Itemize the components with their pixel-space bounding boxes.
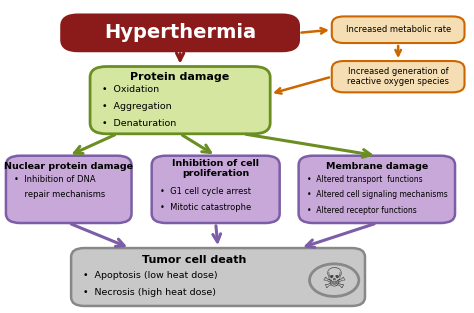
- FancyBboxPatch shape: [71, 248, 365, 306]
- Text: •  Altered transport  functions: • Altered transport functions: [307, 175, 423, 184]
- Text: Protein damage: Protein damage: [130, 72, 230, 81]
- FancyBboxPatch shape: [332, 17, 465, 43]
- FancyBboxPatch shape: [90, 67, 270, 134]
- FancyBboxPatch shape: [332, 61, 465, 92]
- Text: •  G1 cell cycle arrest: • G1 cell cycle arrest: [160, 187, 251, 196]
- Text: Inhibition of cell
proliferation: Inhibition of cell proliferation: [172, 159, 259, 178]
- Text: •  Apoptosis (low heat dose): • Apoptosis (low heat dose): [83, 271, 218, 280]
- Text: Membrane damage: Membrane damage: [326, 162, 428, 171]
- Text: repair mechanisms: repair mechanisms: [14, 190, 106, 199]
- FancyBboxPatch shape: [6, 156, 131, 223]
- Text: Hyperthermia: Hyperthermia: [104, 23, 256, 42]
- Text: Increased generation of
reactive oxygen species: Increased generation of reactive oxygen …: [347, 67, 449, 86]
- Text: Nuclear protein damage: Nuclear protein damage: [4, 162, 133, 171]
- Text: Tumor cell death: Tumor cell death: [142, 255, 246, 265]
- Text: ☠: ☠: [322, 266, 346, 294]
- FancyBboxPatch shape: [299, 156, 455, 223]
- FancyBboxPatch shape: [62, 15, 299, 51]
- Text: •  Necrosis (high heat dose): • Necrosis (high heat dose): [83, 288, 216, 297]
- Text: •  Mitotic catastrophe: • Mitotic catastrophe: [160, 203, 252, 213]
- Text: •  Altered receptor functions: • Altered receptor functions: [307, 206, 417, 215]
- Text: •  Altered cell signaling mechanisms: • Altered cell signaling mechanisms: [307, 190, 448, 199]
- Text: •  Aggregation: • Aggregation: [102, 102, 172, 111]
- FancyBboxPatch shape: [152, 156, 280, 223]
- Text: •  Inhibition of DNA: • Inhibition of DNA: [14, 175, 96, 184]
- Text: Increased metabolic rate: Increased metabolic rate: [346, 25, 451, 34]
- Text: •  Oxidation: • Oxidation: [102, 85, 159, 95]
- Text: •  Denaturation: • Denaturation: [102, 119, 176, 128]
